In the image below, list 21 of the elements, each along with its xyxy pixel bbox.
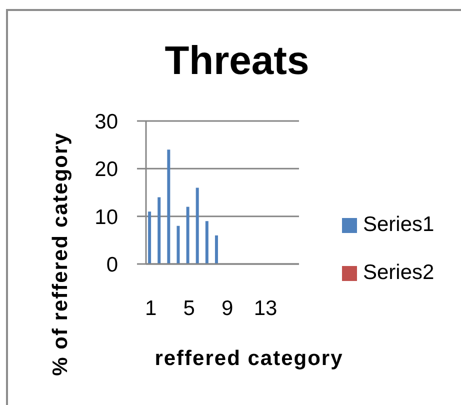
y-tick-label: 20 [94, 158, 118, 182]
y-tick-label: 10 [94, 206, 118, 229]
y-tick-label: 30 [94, 110, 118, 134]
chart-title: Threats [164, 39, 310, 83]
x-tick-label: 13 [254, 296, 278, 320]
bar [205, 221, 208, 264]
x-tick-label: 5 [183, 296, 195, 320]
y-tick-label: 0 [106, 253, 118, 276]
x-axis-title: reffered category [154, 347, 344, 370]
bar [148, 212, 152, 264]
y-axis-title: % of reffered category [49, 130, 73, 378]
x-tick-label: 9 [221, 296, 234, 320]
bar [167, 150, 170, 264]
bar [214, 235, 218, 264]
legend-label: Series2 [363, 261, 434, 285]
legend-label: Series1 [363, 213, 434, 237]
bar [186, 206, 190, 264]
bar [158, 197, 161, 264]
bar [196, 188, 199, 264]
x-tick-label: 1 [144, 296, 157, 320]
bar [176, 226, 180, 264]
